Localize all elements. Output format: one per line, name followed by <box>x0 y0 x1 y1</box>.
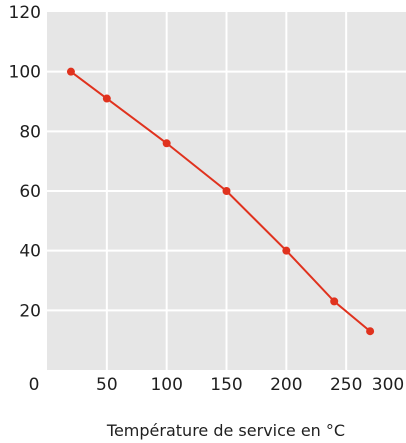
data-point <box>222 187 231 195</box>
x-tick-label: 150 <box>210 375 242 395</box>
y-tick-label: 60 <box>19 182 41 202</box>
x-tick-label: 0 <box>29 375 40 395</box>
data-point <box>66 67 75 76</box>
x-tick-label: 200 <box>270 375 302 395</box>
data-point <box>330 297 339 306</box>
tick-labels: 0 50 100 150 200 250 300 20 40 60 80 100 120 <box>9 3 405 395</box>
y-tick-label: 120 <box>9 3 41 23</box>
x-tick-label: 100 <box>150 375 182 395</box>
x-tick-label: 250 <box>330 375 362 395</box>
x-axis-title: Température de service en °C <box>106 421 345 440</box>
data-point <box>366 327 375 336</box>
data-point <box>162 139 171 148</box>
y-tick-label: 100 <box>9 63 41 83</box>
data-point <box>102 94 111 103</box>
y-tick-label: 20 <box>19 301 41 321</box>
y-tick-label: 80 <box>19 122 41 142</box>
y-tick-label: 40 <box>19 242 41 262</box>
x-tick-label: 50 <box>96 375 118 395</box>
data-point <box>282 246 291 255</box>
x-tick-label: 300 <box>372 375 404 395</box>
data-points <box>66 67 375 336</box>
